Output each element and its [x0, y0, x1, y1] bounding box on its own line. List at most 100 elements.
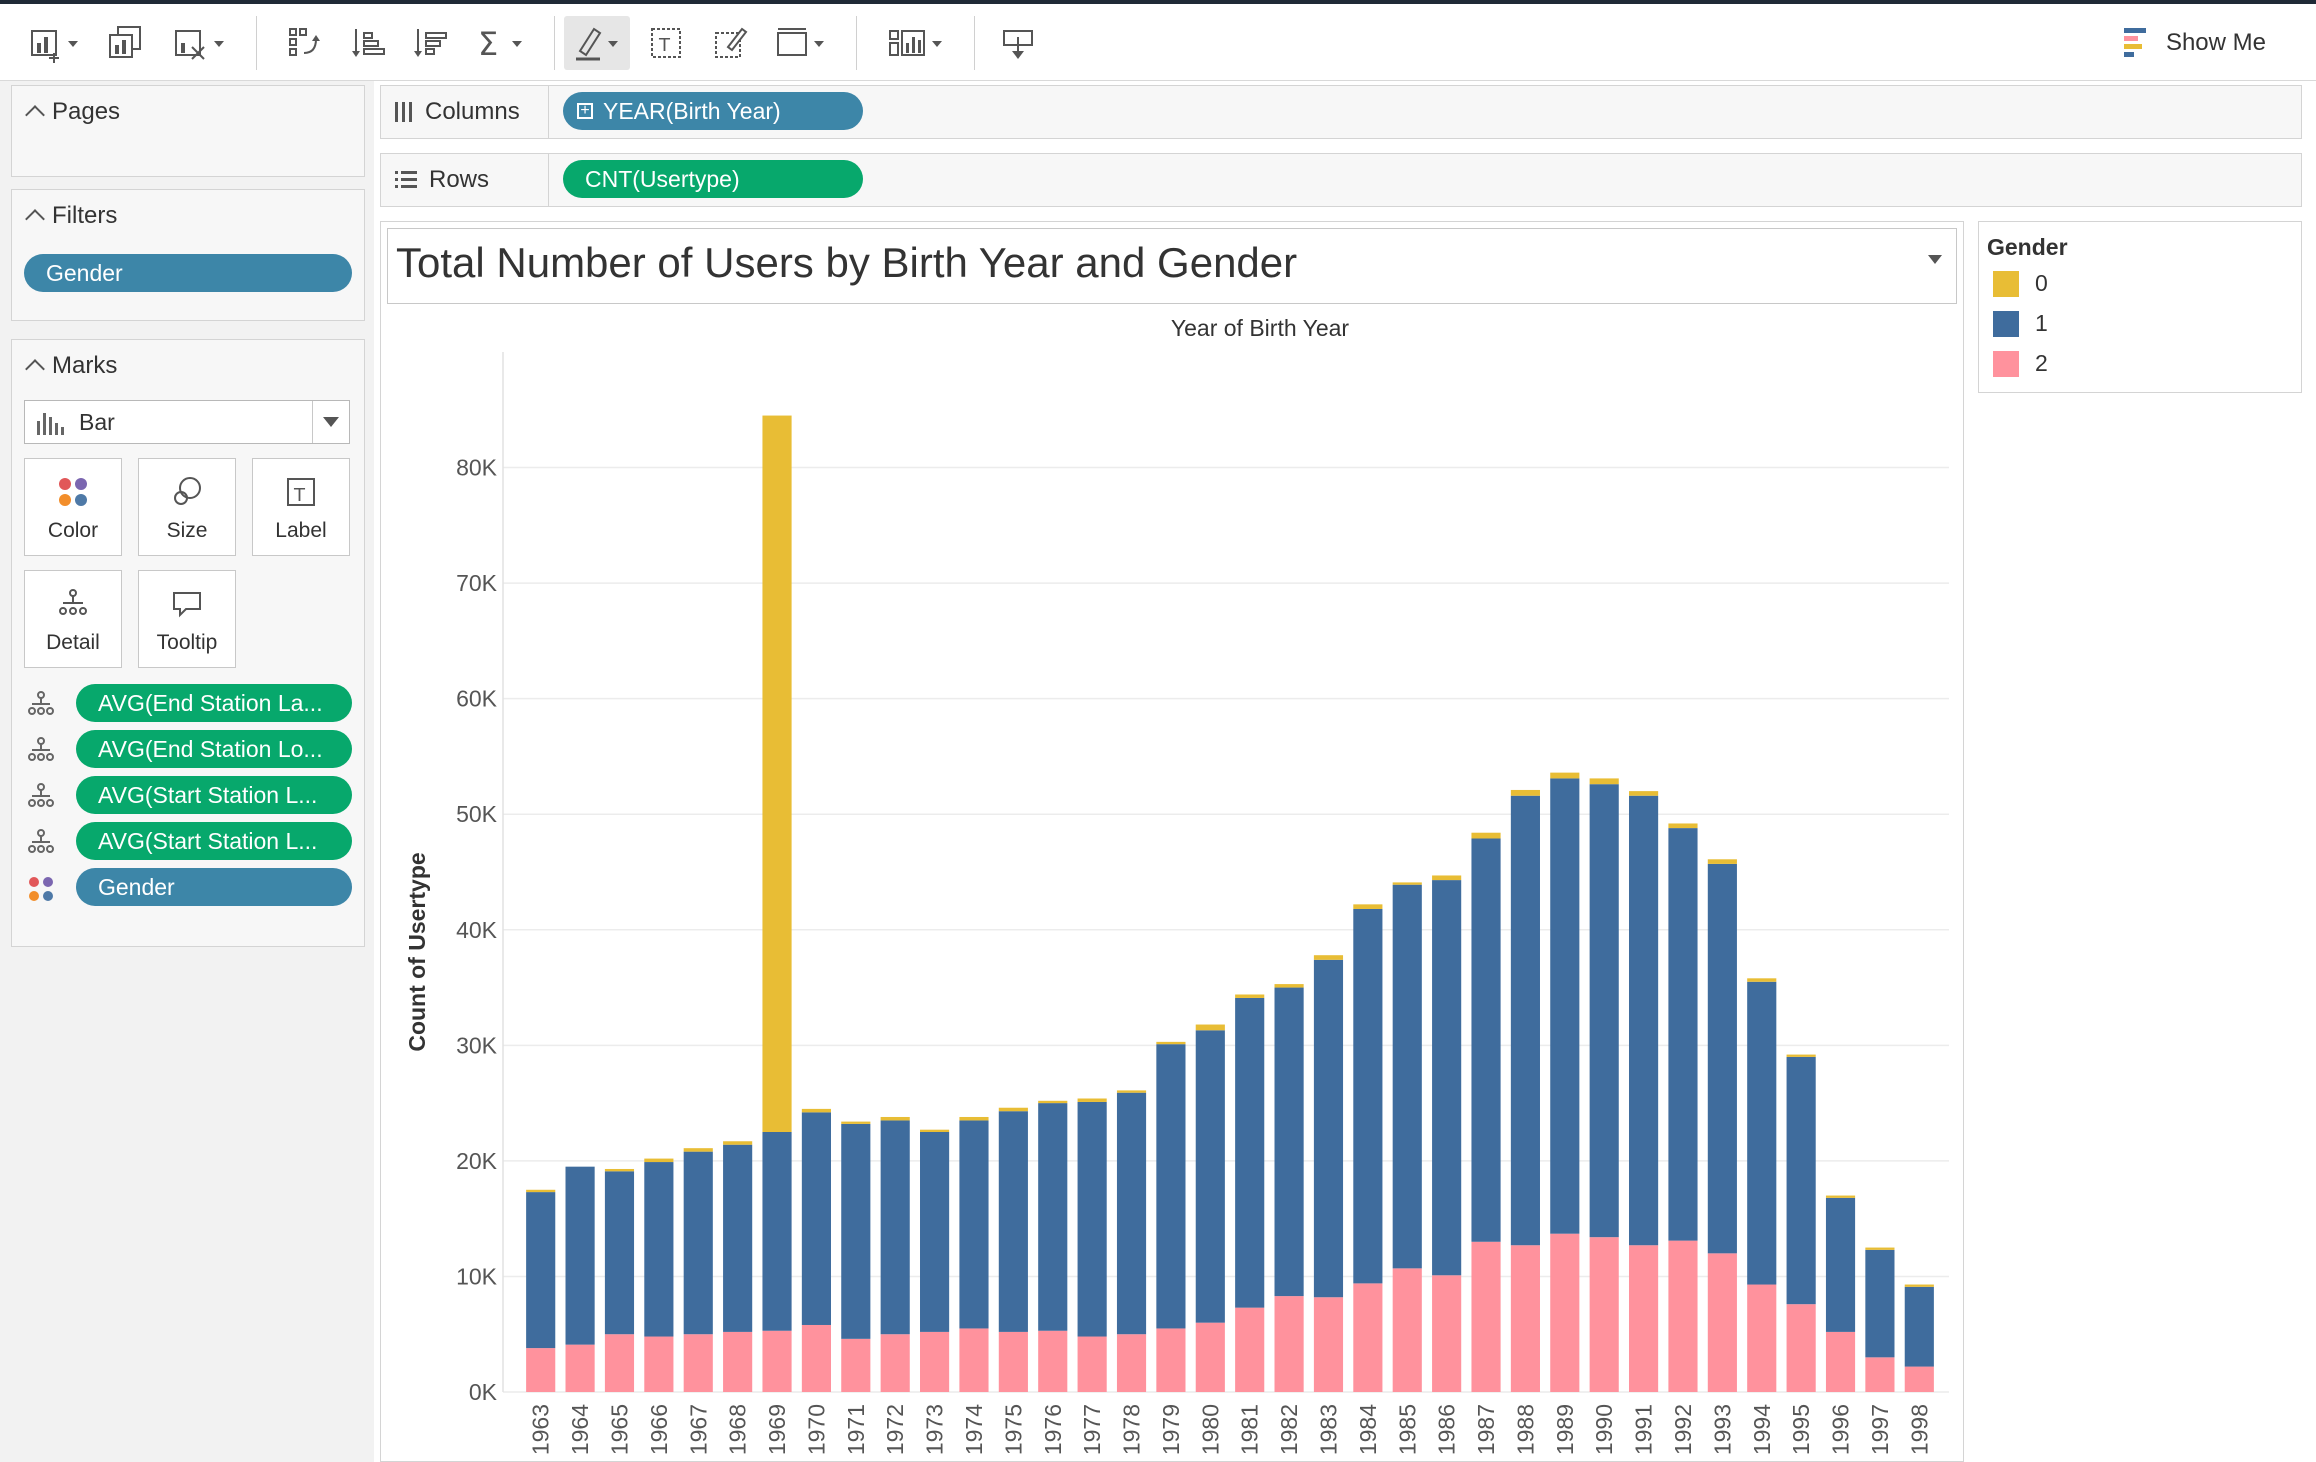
bar-segment[interactable]	[841, 1121, 871, 1124]
bar-segment[interactable]	[1116, 1092, 1147, 1335]
totals-button[interactable]: Σ	[470, 16, 532, 70]
bar-segment[interactable]	[1550, 1233, 1580, 1392]
bar-segment[interactable]	[1550, 778, 1580, 1234]
bar-segment[interactable]	[1865, 1247, 1895, 1250]
bar-segment[interactable]	[1313, 959, 1344, 1298]
expand-plus-icon[interactable]: +	[577, 103, 593, 119]
bar-segment[interactable]	[1786, 1056, 1816, 1305]
bar-segment[interactable]	[880, 1116, 910, 1121]
legend-item[interactable]: 1	[1993, 310, 2048, 337]
legend-item[interactable]: 0	[1993, 270, 2048, 297]
bar-segment[interactable]	[801, 1324, 831, 1392]
detail-encoding-icon[interactable]	[26, 828, 56, 858]
bar-segment[interactable]	[998, 1111, 1028, 1332]
bar-segment[interactable]	[1195, 1024, 1225, 1031]
chart-title-box[interactable]: Total Number of Users by Birth Year and …	[387, 228, 1957, 304]
bar-segment[interactable]	[1904, 1284, 1934, 1287]
sort-descending-button[interactable]	[406, 16, 454, 70]
bar-segment[interactable]	[1629, 795, 1659, 1246]
bar-segment[interactable]	[1353, 904, 1383, 909]
bar-segment[interactable]	[1038, 1103, 1068, 1331]
bar-segment[interactable]	[1235, 997, 1265, 1308]
bar-segment[interactable]	[841, 1123, 871, 1339]
mark-field-pill[interactable]: Gender	[76, 868, 352, 906]
bar-segment[interactable]	[1274, 984, 1304, 988]
show-me-button[interactable]: Show Me	[2122, 16, 2266, 70]
bar-segment[interactable]	[762, 1132, 792, 1331]
bar-segment[interactable]	[1116, 1090, 1147, 1093]
bar-segment[interactable]	[1432, 1275, 1462, 1392]
new-worksheet-button[interactable]	[22, 16, 86, 70]
bar-segment[interactable]	[644, 1158, 674, 1163]
color-button[interactable]: Color	[24, 458, 122, 556]
bar-segment[interactable]	[1707, 863, 1737, 1254]
bar-segment[interactable]	[762, 415, 792, 1132]
title-dropdown-icon[interactable]	[1928, 255, 1942, 264]
bar-segment[interactable]	[723, 1331, 753, 1392]
bar-segment[interactable]	[1510, 789, 1540, 796]
marks-card-title[interactable]: Marks	[25, 352, 117, 380]
bar-segment[interactable]	[1038, 1100, 1068, 1104]
bar-segment[interactable]	[880, 1334, 910, 1392]
bar-segment[interactable]	[1077, 1101, 1107, 1337]
fit-button[interactable]	[768, 16, 832, 70]
bar-segment[interactable]	[1510, 795, 1540, 1246]
bar-segment[interactable]	[801, 1112, 831, 1325]
bar-segment[interactable]	[998, 1107, 1028, 1112]
legend-item[interactable]: 2	[1993, 350, 2048, 377]
rows-pill-cnt-usertype[interactable]: CNT(Usertype)	[563, 160, 863, 198]
bar-segment[interactable]	[1274, 1296, 1304, 1392]
size-button[interactable]: Size	[138, 458, 236, 556]
bar-segment[interactable]	[1392, 1268, 1422, 1392]
bar-segment[interactable]	[1116, 1334, 1147, 1392]
bar-segment[interactable]	[1589, 784, 1619, 1238]
bar-segment[interactable]	[1825, 1197, 1856, 1332]
rows-shelf[interactable]: Rows CNT(Usertype)	[380, 153, 2302, 207]
bar-segment[interactable]	[644, 1162, 674, 1337]
bar-segment[interactable]	[1077, 1098, 1107, 1102]
bar-segment[interactable]	[526, 1348, 556, 1392]
pages-card-title[interactable]: Pages	[25, 98, 120, 126]
bar-segment[interactable]	[959, 1120, 989, 1329]
bar-segment[interactable]	[1313, 955, 1344, 960]
bar-segment[interactable]	[604, 1168, 635, 1172]
bar-segment[interactable]	[1707, 1253, 1737, 1392]
bar-segment[interactable]	[920, 1129, 950, 1132]
bar-segment[interactable]	[565, 1344, 595, 1392]
bar-segment[interactable]	[526, 1192, 556, 1349]
bar-segment[interactable]	[1274, 987, 1304, 1297]
label-button[interactable]: T Label	[252, 458, 350, 556]
bar-segment[interactable]	[841, 1338, 871, 1392]
bar-segment[interactable]	[723, 1144, 753, 1332]
filters-card-title[interactable]: Filters	[25, 202, 117, 230]
bar-segment[interactable]	[762, 1330, 792, 1392]
mark-field-pill[interactable]: AVG(End Station La...	[76, 684, 352, 722]
bar-segment[interactable]	[1589, 778, 1619, 785]
bar-segment[interactable]	[1668, 1240, 1698, 1392]
bar-segment[interactable]	[1747, 981, 1777, 1285]
bar-segment[interactable]	[1432, 880, 1462, 1276]
detail-encoding-icon[interactable]	[26, 690, 56, 720]
columns-shelf[interactable]: Columns + YEAR(Birth Year)	[380, 85, 2302, 139]
show-cards-button[interactable]	[880, 16, 952, 70]
bar-segment[interactable]	[920, 1132, 950, 1332]
bar-segment[interactable]	[1786, 1054, 1816, 1057]
mark-field-pill[interactable]: AVG(Start Station L...	[76, 822, 352, 860]
gender-legend[interactable]: Gender 0 1 2	[1978, 221, 2302, 393]
bar-segment[interactable]	[1471, 838, 1501, 1242]
bar-segment[interactable]	[683, 1151, 713, 1335]
tooltip-button[interactable]: Tooltip	[138, 570, 236, 668]
bar-segment[interactable]	[1471, 832, 1501, 839]
bar-segment[interactable]	[1432, 875, 1462, 881]
detail-button[interactable]: Detail	[24, 570, 122, 668]
bar-segment[interactable]	[1550, 772, 1580, 779]
dropdown-arrow-icon[interactable]	[312, 401, 349, 443]
bar-segment[interactable]	[959, 1328, 989, 1392]
bar-segment[interactable]	[1707, 859, 1737, 864]
show-labels-button[interactable]: T	[642, 16, 690, 70]
bar-segment[interactable]	[604, 1334, 635, 1392]
bar-segment[interactable]	[1235, 994, 1265, 998]
bar-segment[interactable]	[1195, 1322, 1225, 1392]
bar-segment[interactable]	[683, 1334, 713, 1392]
present-button[interactable]	[994, 16, 1042, 70]
